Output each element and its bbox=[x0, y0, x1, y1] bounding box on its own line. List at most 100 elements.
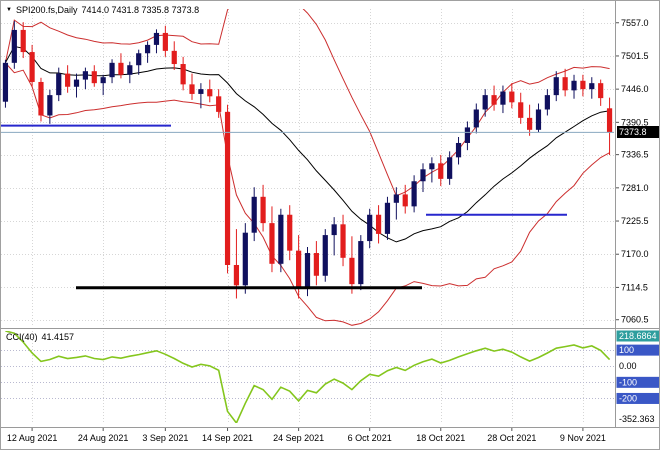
candle bbox=[349, 236, 355, 294]
symbol-timeframe: SPI200.fs,Daily bbox=[15, 5, 78, 15]
candle bbox=[580, 74, 586, 97]
indicator-axis-label: 0.00 bbox=[619, 361, 637, 371]
symbol-ohlc-label: ▼ SPI200.fs,Daily 7414.0 7431.8 7335.8 7… bbox=[6, 5, 199, 15]
candle bbox=[340, 214, 346, 267]
indicator-axis-chip: 100 bbox=[619, 345, 634, 355]
candle bbox=[455, 136, 462, 165]
candle bbox=[553, 71, 559, 102]
indicator-axis-chip: -100 bbox=[619, 377, 637, 387]
candle bbox=[464, 121, 471, 151]
candle bbox=[127, 61, 133, 84]
candle bbox=[447, 151, 453, 185]
candle bbox=[509, 83, 515, 109]
indicator-axis-labels: 218.6864 100 0.00 -100 -200 -352.363 bbox=[616, 330, 659, 424]
candle bbox=[562, 68, 568, 97]
date-axis-label: 6 Oct 2021 bbox=[348, 433, 392, 443]
candle bbox=[535, 103, 542, 133]
candle bbox=[322, 229, 328, 282]
candle bbox=[153, 29, 160, 54]
candle bbox=[544, 89, 550, 116]
candle bbox=[606, 97, 613, 156]
main-chart-area[interactable] bbox=[1, 1, 615, 328]
date-axis-label: 9 Nov 2021 bbox=[560, 433, 606, 443]
indicator-panel-area[interactable] bbox=[1, 329, 615, 427]
candle bbox=[260, 184, 266, 232]
candle bbox=[331, 217, 337, 256]
indicator-value: 41.4157 bbox=[41, 332, 75, 342]
cci-line bbox=[5, 331, 611, 423]
ohlc-values: 7414.0 7431.8 7335.8 7373.8 bbox=[81, 5, 200, 15]
candle bbox=[91, 65, 97, 87]
indicator-name: CCI(40) bbox=[6, 332, 38, 342]
candle bbox=[402, 184, 408, 214]
candle bbox=[598, 79, 604, 106]
date-axis-label: 14 Sep 2021 bbox=[202, 433, 253, 443]
indicator-axis-label: -352.363 bbox=[619, 414, 655, 424]
price-axis-label: 7336.5 bbox=[621, 150, 649, 160]
price-axis-labels: 7557.0 7501.5 7446.0 7390.5 7336.5 7281.0 7225… bbox=[616, 18, 649, 325]
candle bbox=[571, 74, 577, 99]
price-axis-label: 7060.5 bbox=[621, 315, 649, 325]
time-axis-area[interactable] bbox=[1, 428, 659, 449]
candle bbox=[313, 241, 319, 286]
grid bbox=[1, 9, 614, 423]
candle bbox=[527, 104, 533, 136]
time-axis-labels: 12 Aug 2021 24 Aug 2021 3 Sep 2021 14 Sep 2… bbox=[7, 428, 606, 443]
date-axis-label: 24 Sep 2021 bbox=[273, 433, 324, 443]
candle bbox=[269, 206, 275, 273]
candle bbox=[358, 235, 364, 291]
dropdown-arrow-icon: ▼ bbox=[6, 7, 12, 13]
price-axis-label: 7390.5 bbox=[621, 117, 649, 127]
candle bbox=[162, 25, 168, 57]
candle bbox=[180, 56, 186, 91]
candle bbox=[11, 20, 17, 69]
candle bbox=[65, 65, 71, 93]
candle bbox=[518, 92, 524, 124]
price-axis-label: 7281.0 bbox=[621, 183, 649, 193]
candle bbox=[473, 103, 479, 134]
candle bbox=[109, 59, 115, 84]
candle bbox=[82, 67, 88, 90]
candle bbox=[2, 59, 9, 108]
candle bbox=[171, 41, 177, 71]
candle bbox=[47, 89, 53, 124]
trend-lines bbox=[1, 124, 567, 290]
candle bbox=[287, 205, 293, 261]
indicator-axis-chip: -200 bbox=[619, 393, 637, 403]
candle bbox=[384, 196, 391, 240]
current-price-badge: 7373.8 bbox=[617, 126, 659, 138]
candle bbox=[420, 163, 426, 193]
candle bbox=[589, 77, 595, 99]
candle bbox=[198, 83, 204, 109]
panel-separators bbox=[1, 1, 659, 428]
price-axis-label: 7114.5 bbox=[621, 282, 648, 292]
candle bbox=[438, 154, 444, 187]
price-axis-label: 7170.0 bbox=[621, 249, 649, 259]
candle bbox=[278, 208, 284, 273]
candle bbox=[29, 44, 35, 87]
candle bbox=[136, 49, 142, 75]
date-axis-label: 28 Oct 2021 bbox=[487, 433, 536, 443]
indicator-title: CCI(40) 41.4157 bbox=[6, 332, 74, 342]
candle bbox=[100, 74, 106, 96]
price-axis-area[interactable] bbox=[616, 1, 659, 427]
date-axis-label: 3 Sep 2021 bbox=[142, 433, 188, 443]
price-axis-label: 7225.5 bbox=[621, 216, 649, 226]
candle bbox=[73, 73, 80, 98]
candle bbox=[367, 208, 373, 249]
candle bbox=[207, 79, 213, 103]
date-axis-label: 12 Aug 2021 bbox=[7, 433, 58, 443]
date-axis-label: 24 Aug 2021 bbox=[78, 433, 129, 443]
candle bbox=[144, 41, 151, 63]
price-axis-label: 7446.0 bbox=[621, 84, 649, 94]
candle bbox=[482, 89, 488, 117]
indicator-axis-chip: 218.6864 bbox=[619, 331, 657, 341]
candle bbox=[38, 77, 44, 122]
candle bbox=[375, 205, 382, 244]
price-axis-label: 7557.0 bbox=[621, 18, 649, 28]
date-axis-label: 18 Oct 2021 bbox=[416, 433, 465, 443]
bollinger-bands bbox=[4, 9, 610, 326]
candle bbox=[411, 175, 417, 213]
